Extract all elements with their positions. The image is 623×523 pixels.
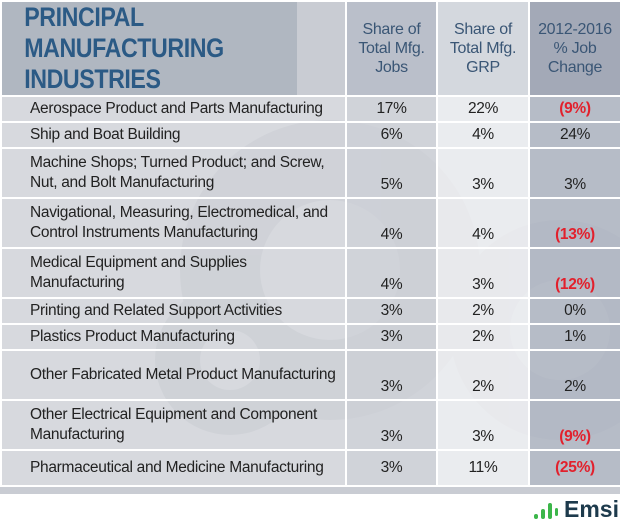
job-change-cell: 0%: [528, 297, 620, 325]
job-change-cell: (9%): [528, 95, 620, 123]
jobs-share-cell: 6%: [345, 121, 438, 149]
table-row: Plastics Product Manufacturing 3% 2% 1%: [0, 323, 620, 351]
industry-cell: Plastics Product Manufacturing: [0, 323, 347, 351]
industry-cell: Other Fabricated Metal Product Manufactu…: [0, 349, 347, 401]
industry-cell: Ship and Boat Building: [0, 121, 347, 149]
job-change-cell: (13%): [528, 197, 620, 249]
jobs-share-cell: 3%: [345, 399, 438, 451]
grp-share-cell: 2%: [436, 323, 530, 351]
jobs-share-cell: 17%: [345, 95, 438, 123]
table-row: Printing and Related Support Activities 3…: [0, 297, 620, 325]
jobs-share-cell: 5%: [345, 147, 438, 199]
job-change-cell: 3%: [528, 147, 620, 199]
jobs-share-cell: 4%: [345, 247, 438, 299]
table-row: Pharmaceutical and Medicine Manufacturin…: [0, 449, 620, 487]
job-change-cell: (25%): [528, 449, 620, 487]
grp-share-cell: 2%: [436, 349, 530, 401]
job-change-cell: 24%: [528, 121, 620, 149]
job-change-cell: (12%): [528, 247, 620, 299]
table-row: Other Electrical Equipment and Component…: [0, 399, 620, 451]
grp-share-cell: 4%: [436, 197, 530, 249]
industry-cell: Other Electrical Equipment and Component…: [0, 399, 347, 451]
industry-cell: Pharmaceutical and Medicine Manufacturin…: [0, 449, 347, 487]
job-change-cell: 1%: [528, 323, 620, 351]
jobs-share-cell: 4%: [345, 197, 438, 249]
grp-share-cell: 3%: [436, 399, 530, 451]
grp-share-cell: 2%: [436, 297, 530, 325]
table-title: PRINCIPAL MANUFACTURING INDUSTRIES: [0, 0, 299, 97]
grp-share-cell: 3%: [436, 247, 530, 299]
industry-cell: Medical Equipment and Supplies Manufactu…: [0, 247, 347, 299]
grp-share-cell: 22%: [436, 95, 530, 123]
header-jobs: Share of Total Mfg. Jobs: [345, 0, 438, 97]
grp-share-cell: 3%: [436, 147, 530, 199]
industries-table: PRINCIPAL MANUFACTURING INDUSTRIES Share…: [0, 0, 620, 487]
header-change: 2012-2016 % Job Change: [528, 0, 620, 97]
emsi-logo: Emsi: [533, 496, 619, 523]
grp-share-cell: 11%: [436, 449, 530, 487]
table-row: Ship and Boat Building 6% 4% 24%: [0, 121, 620, 149]
header-grp: Share of Total Mfg. GRP: [436, 0, 530, 97]
table-row: Medical Equipment and Supplies Manufactu…: [0, 247, 620, 299]
bar-chart-icon: [534, 502, 559, 519]
job-change-cell: (9%): [528, 399, 620, 451]
table-panel: PRINCIPAL MANUFACTURING INDUSTRIES Share…: [0, 0, 620, 494]
jobs-share-cell: 3%: [345, 349, 438, 401]
job-change-cell: 2%: [528, 349, 620, 401]
table-row: Navigational, Measuring, Electromedical,…: [0, 197, 620, 249]
grp-share-cell: 4%: [436, 121, 530, 149]
jobs-share-cell: 3%: [345, 449, 438, 487]
industry-cell: Printing and Related Support Activities: [0, 297, 347, 325]
table-row: Machine Shops; Turned Product; and Screw…: [0, 147, 620, 199]
jobs-share-cell: 3%: [345, 323, 438, 351]
industry-cell: Machine Shops; Turned Product; and Screw…: [0, 147, 347, 199]
logo-text: Emsi: [564, 496, 619, 522]
industry-cell: Aerospace Product and Parts Manufacturin…: [0, 95, 347, 123]
table-row: Aerospace Product and Parts Manufacturin…: [0, 95, 620, 123]
table-row: Other Fabricated Metal Product Manufactu…: [0, 349, 620, 401]
jobs-share-cell: 3%: [345, 297, 438, 325]
industry-cell: Navigational, Measuring, Electromedical,…: [0, 197, 347, 249]
